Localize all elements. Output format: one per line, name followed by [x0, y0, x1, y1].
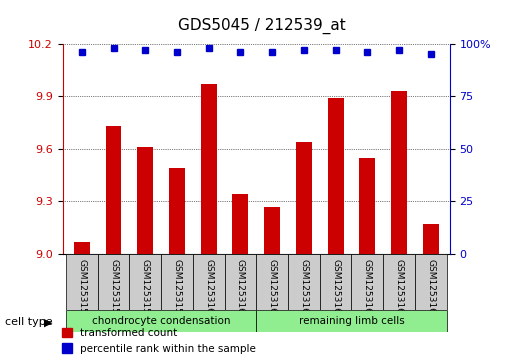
Text: GSM1253156: GSM1253156: [77, 258, 86, 319]
Bar: [327, 98, 344, 254]
FancyBboxPatch shape: [320, 254, 351, 310]
Text: GSM1253158: GSM1253158: [141, 258, 150, 319]
Bar: [138, 147, 153, 254]
Text: ▶: ▶: [44, 317, 53, 327]
FancyBboxPatch shape: [161, 254, 193, 310]
FancyBboxPatch shape: [224, 254, 256, 310]
FancyBboxPatch shape: [383, 254, 415, 310]
FancyBboxPatch shape: [66, 310, 256, 332]
Bar: [233, 195, 248, 254]
Text: GSM1253159: GSM1253159: [173, 258, 181, 319]
FancyBboxPatch shape: [256, 310, 447, 332]
Bar: [169, 168, 185, 254]
FancyBboxPatch shape: [351, 254, 383, 310]
FancyBboxPatch shape: [66, 254, 98, 310]
Bar: [201, 84, 217, 254]
Text: GSM1253165: GSM1253165: [363, 258, 372, 319]
Text: cell type: cell type: [5, 317, 53, 327]
Legend: transformed count, percentile rank within the sample: transformed count, percentile rank withi…: [58, 324, 260, 358]
Bar: [423, 224, 439, 254]
FancyBboxPatch shape: [415, 254, 447, 310]
Text: GSM1253157: GSM1253157: [109, 258, 118, 319]
Text: GSM1253163: GSM1253163: [299, 258, 309, 319]
Text: GSM1253162: GSM1253162: [268, 258, 277, 319]
Text: GDS5045 / 212539_at: GDS5045 / 212539_at: [178, 18, 345, 34]
FancyBboxPatch shape: [288, 254, 320, 310]
FancyBboxPatch shape: [193, 254, 224, 310]
Text: remaining limb cells: remaining limb cells: [299, 316, 404, 326]
Text: GSM1253161: GSM1253161: [236, 258, 245, 319]
Bar: [391, 91, 407, 254]
Text: chondrocyte condensation: chondrocyte condensation: [92, 316, 230, 326]
Text: GSM1253167: GSM1253167: [426, 258, 435, 319]
Bar: [106, 126, 121, 254]
FancyBboxPatch shape: [98, 254, 129, 310]
Bar: [359, 158, 375, 254]
FancyBboxPatch shape: [256, 254, 288, 310]
Bar: [296, 142, 312, 254]
Text: GSM1253160: GSM1253160: [204, 258, 213, 319]
Bar: [264, 207, 280, 254]
Text: GSM1253166: GSM1253166: [394, 258, 404, 319]
Text: GSM1253164: GSM1253164: [331, 258, 340, 319]
FancyBboxPatch shape: [129, 254, 161, 310]
Bar: [74, 242, 90, 254]
